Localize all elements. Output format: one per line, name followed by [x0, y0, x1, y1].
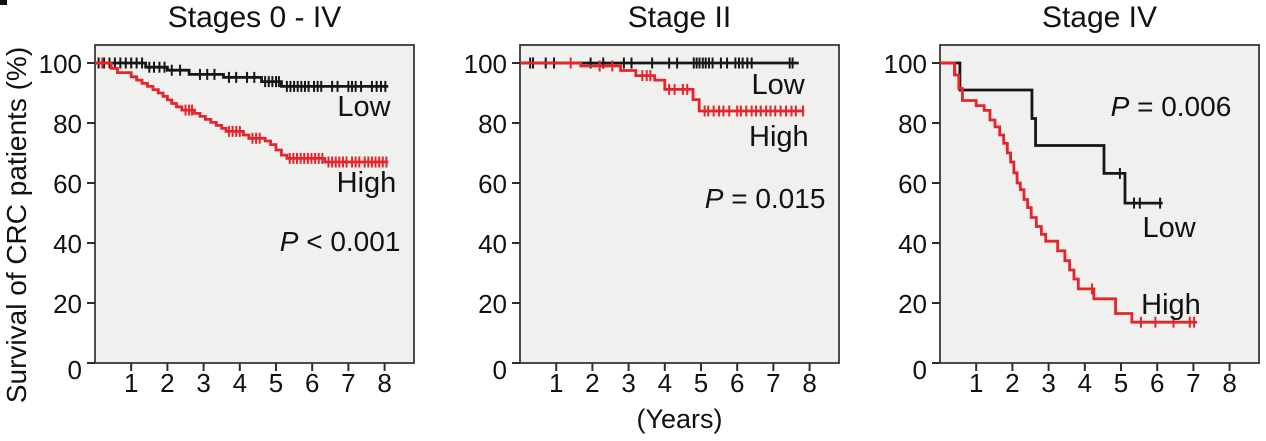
y-tick-label: 0	[68, 355, 82, 385]
y-tick-label: 20	[53, 289, 82, 319]
x-tick-label: 4	[233, 368, 247, 398]
y-tick-label: 20	[898, 289, 927, 319]
y-tick-label: 60	[898, 169, 927, 199]
x-tick-label: 8	[1222, 368, 1236, 398]
p-value-label: P = 0.015	[705, 183, 826, 214]
x-tick-label: 3	[621, 368, 635, 398]
x-axis-title: (Years)	[636, 404, 723, 434]
y-tick-label: 40	[478, 229, 507, 259]
y-tick-label: 80	[478, 109, 507, 139]
x-tick-label: 3	[1041, 368, 1055, 398]
x-tick-label: 4	[658, 368, 672, 398]
curve-label-low: Low	[337, 91, 391, 123]
p-value-symbol: P	[1111, 91, 1130, 122]
x-tick-label: 5	[694, 368, 708, 398]
curve-label-low: Low	[752, 69, 806, 101]
y-tick-label: 0	[913, 355, 927, 385]
panel-1: 0 20 40 60 80 100 1 2 3 4 5 6 7 8 Low High P = 0.015	[464, 44, 840, 398]
crop-artifact	[0, 0, 7, 5]
curve-label-low: Low	[1143, 212, 1197, 244]
y-tick-label: 80	[53, 109, 82, 139]
y-tick-label: 40	[53, 229, 82, 259]
y-tick-label: 100	[39, 49, 82, 79]
y-tick-label: 40	[898, 229, 927, 259]
high-curve	[520, 61, 805, 113]
curve-label-high: High	[1141, 289, 1201, 321]
high-curve	[95, 61, 389, 164]
curve-label-high: High	[337, 167, 397, 199]
x-tick-label: 2	[1005, 368, 1019, 398]
panel-0: 0 20 40 60 80 100 1 2 3 4 5 6 7 8 Low High P < 0.001	[39, 44, 415, 398]
p-value-label: P < 0.001	[280, 226, 401, 257]
x-tick-label: 2	[585, 368, 599, 398]
x-tick-label: 2	[160, 368, 174, 398]
y-tick-label: 100	[464, 49, 507, 79]
p-value-number: = 0.015	[723, 183, 825, 214]
panel-2: 0 20 40 60 80 100 1 2 3 4 5 6 7 8 Low High P = 0.006	[884, 44, 1260, 398]
p-value-number: = 0.006	[1129, 91, 1231, 122]
x-tick-label: 6	[730, 368, 744, 398]
panel-title-stage-iv: Stage IV	[1041, 1, 1158, 34]
p-value-symbol: P	[705, 183, 724, 214]
y-tick-label: 80	[898, 109, 927, 139]
x-tick-label: 3	[196, 368, 210, 398]
x-tick-label: 5	[1114, 368, 1128, 398]
panel-title-stage-ii: Stage II	[627, 1, 732, 34]
x-tick-label: 8	[377, 368, 391, 398]
x-tick-label: 7	[1186, 368, 1200, 398]
plot-area	[939, 44, 1260, 364]
curve-label-high: High	[749, 121, 809, 153]
p-value-label: P = 0.006	[1111, 91, 1232, 122]
panel-title-stages-0-iv: Stages 0 - IV	[167, 1, 342, 34]
y-tick-label: 0	[493, 355, 507, 385]
x-tick-label: 1	[549, 368, 563, 398]
p-value-number: < 0.001	[298, 226, 400, 257]
p-value-symbol: P	[280, 226, 299, 257]
y-tick-label: 100	[884, 49, 927, 79]
x-tick-label: 7	[766, 368, 780, 398]
x-tick-label: 6	[305, 368, 319, 398]
x-tick-label: 6	[1150, 368, 1164, 398]
x-tick-label: 5	[269, 368, 283, 398]
x-tick-label: 1	[969, 368, 983, 398]
x-tick-label: 4	[1078, 368, 1092, 398]
y-tick-label: 20	[478, 289, 507, 319]
x-tick-label: 8	[802, 368, 816, 398]
y-tick-label: 60	[53, 169, 82, 199]
plot-area	[519, 44, 840, 364]
x-tick-label: 7	[341, 368, 355, 398]
y-tick-label: 60	[478, 169, 507, 199]
plot-area	[94, 44, 415, 364]
high-curve	[940, 61, 1198, 324]
x-tick-label: 1	[124, 368, 138, 398]
